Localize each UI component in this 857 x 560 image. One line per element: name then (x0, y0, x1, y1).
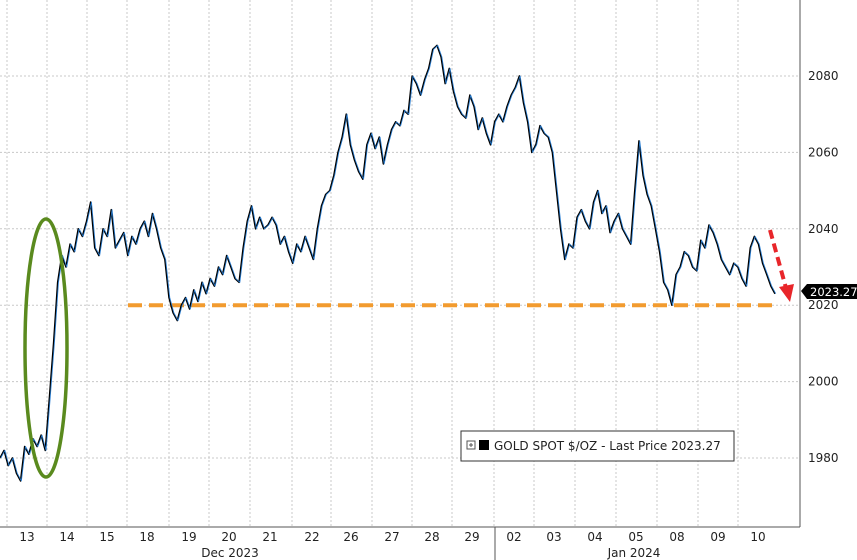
x-tick-label: 10 (750, 530, 765, 544)
x-tick-label: 22 (304, 530, 319, 544)
x-tick-label: 28 (424, 530, 439, 544)
last-price-tag-label: 2023.27 (810, 285, 857, 299)
x-tick-label: 03 (546, 530, 561, 544)
y-tick-label: 2060 (808, 145, 839, 159)
price-series (0, 44, 777, 482)
month-label: Dec 2023 (201, 546, 259, 560)
x-tick-label: 04 (587, 530, 602, 544)
x-tick-label: 05 (628, 530, 643, 544)
price-line-highlight (0, 45, 777, 482)
x-tick-label: 21 (262, 530, 277, 544)
x-tick-label: 19 (181, 530, 196, 544)
x-tick-label: 18 (139, 530, 154, 544)
y-tick-label: 2040 (808, 222, 839, 236)
x-tick-label: 14 (59, 530, 74, 544)
y-tick-label: 2020 (808, 298, 839, 312)
y-tick-label: 2000 (808, 375, 839, 389)
x-tick-label: 26 (343, 530, 358, 544)
x-tick-label: 13 (19, 530, 34, 544)
legend-swatch (479, 440, 489, 450)
x-tick-label: 27 (384, 530, 399, 544)
annotations-front (23, 217, 794, 479)
down-arrow-head (779, 284, 794, 302)
x-tick-label: 02 (506, 530, 521, 544)
x-axis: 13 14 15 18 19 20 21 22 26 27 28 29 02 03 04 05 08 09 10 De… (0, 526, 800, 560)
x-tick-label: 08 (669, 530, 684, 544)
x-tick-label: 20 (221, 530, 236, 544)
legend-label: GOLD SPOT $/OZ - Last Price 2023.27 (494, 439, 721, 453)
last-price-tag-shape (801, 284, 857, 299)
chart-legend: GOLD SPOT $/OZ - Last Price 2023.27 (460, 430, 735, 462)
x-tick-label: 15 (99, 530, 114, 544)
down-arrow-shaft (768, 229, 788, 289)
y-tick-label: 2080 (808, 69, 839, 83)
legend-box (460, 430, 735, 462)
highlight-ellipse (23, 217, 69, 479)
last-price-tag: 2023.27 (801, 284, 857, 299)
y-axis: 1980 2000 2020 2040 2060 2080 (799, 0, 839, 527)
y-tick-label: 1980 (808, 451, 839, 465)
x-tick-label: 29 (464, 530, 479, 544)
month-label: Jan 2024 (607, 546, 661, 560)
price-line (0, 44, 776, 482)
x-tick-label: 09 (710, 530, 725, 544)
chart-grid (0, 0, 800, 527)
